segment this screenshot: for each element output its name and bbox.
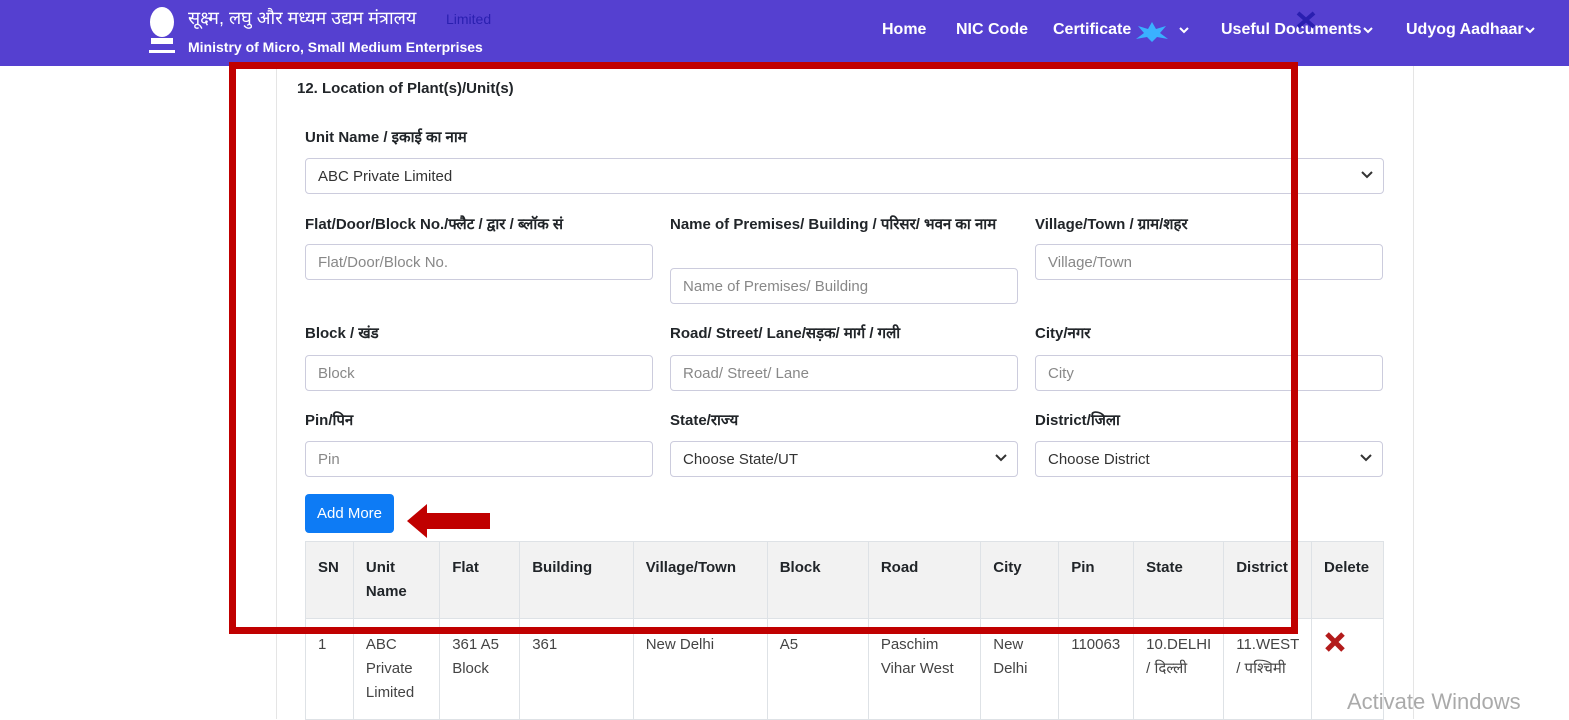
table-cell: 361 A5 Block (439, 618, 521, 720)
column-header: SN (305, 541, 354, 619)
field-label: Flat/Door/Block No./फ्लैट / द्वार / ब्लॉ… (305, 216, 564, 233)
column-header: Block (766, 541, 869, 619)
nav-link[interactable]: Home (882, 21, 927, 38)
new-badge (1136, 22, 1168, 42)
close-icon (1296, 11, 1316, 29)
field-label: City/नगर (1035, 325, 1091, 342)
field-label: Name of Premises/ Building / परिसर/ भवन … (670, 216, 997, 233)
text-input[interactable]: Flat/Door/Block No. (305, 244, 653, 280)
text-input[interactable]: Name of Premises/ Building (670, 268, 1018, 304)
unit-select[interactable]: ABC Private Limited (305, 158, 1384, 194)
header: सूक्ष्म, लघु और मध्यम उद्यम मंत्रालय Lim… (0, 0, 1569, 66)
column-header: State (1133, 541, 1225, 619)
text-input[interactable]: Block (305, 355, 653, 391)
arrow (407, 504, 490, 538)
select-value: ABC Private Limited (318, 168, 453, 185)
placeholder: Road/ Street/ Lane (683, 365, 809, 382)
field-label: Road/ Street/ Lane/सड़क/ मार्ग / गली (670, 325, 901, 342)
text-input[interactable]: Village/Town (1035, 244, 1383, 280)
field-label: District/जिला (1035, 412, 1120, 429)
column-header: Flat (439, 541, 521, 619)
units-table: SN Unit Name Flat Building Village/Town Block… (305, 541, 1384, 720)
table-cell: New Delhi (980, 618, 1060, 720)
delete-cell (1311, 618, 1384, 720)
ghost-text: Limited (446, 11, 492, 27)
placeholder: Name of Premises/ Building (683, 278, 869, 295)
select[interactable]: Choose District (1035, 441, 1383, 477)
select-value: Choose State/UT (683, 451, 799, 468)
placeholder: Block (318, 365, 355, 382)
add-more-button[interactable]: Add More (305, 494, 394, 533)
column-header: Building (519, 541, 634, 619)
table-cell: 10.DELHI / दिल्ली (1133, 618, 1225, 720)
watermark: Activate Windows (1347, 689, 1521, 714)
placeholder: Flat/Door/Block No. (318, 254, 449, 271)
chevrons (1179, 27, 1373, 34)
delete-icon[interactable] (1324, 631, 1346, 653)
logo-english: Ministry of Micro, Small Medium Enterpri… (188, 39, 483, 55)
field-label: State/राज्य (670, 412, 739, 429)
select-value: Choose District (1048, 451, 1150, 468)
nav-link[interactable]: NIC Code (956, 21, 1028, 38)
table-cell: 110063 (1058, 618, 1135, 720)
highlight-box (229, 62, 1298, 634)
table-cell: ABC Private Limited (352, 618, 441, 720)
section-title: 12. Location of Plant(s)/Unit(s) (297, 80, 514, 97)
column-header: Pin (1058, 541, 1135, 619)
field-label: Unit Name / इकाई का नाम (305, 129, 467, 146)
field-label: Block / खंड (305, 325, 379, 342)
column-header: City (980, 541, 1060, 619)
nav-link[interactable]: Certificate (1053, 21, 1132, 38)
text-input[interactable]: City (1035, 355, 1383, 391)
table-cell: 11.WEST / पश्चिमी (1223, 618, 1313, 720)
chevron (1525, 27, 1535, 34)
column-header: Village/Town (632, 541, 768, 619)
nav-link[interactable]: Udyog Aadhaar (1406, 21, 1524, 38)
field-label: Village/Town / ग्राम/शहर (1035, 216, 1188, 233)
field-label: Pin/पिन (305, 412, 354, 429)
column-header: Unit Name (352, 541, 441, 619)
column-header: Delete (1311, 541, 1384, 619)
nav-link[interactable]: Useful Documents (1221, 21, 1362, 38)
text-input[interactable]: Pin (305, 441, 653, 477)
emblem (149, 7, 175, 53)
placeholder: Village/Town (1048, 254, 1132, 271)
text-input[interactable]: Road/ Street/ Lane (670, 355, 1018, 391)
placeholder: City (1048, 365, 1074, 382)
table-cell: A5 (766, 618, 869, 720)
panel (276, 66, 1414, 719)
logo-hindi: सूक्ष्म, लघु और मध्यम उद्यम मंत्रालय (188, 8, 417, 28)
column-header: Road (867, 541, 982, 619)
select[interactable]: Choose State/UT (670, 441, 1018, 477)
table-cell: Paschim Vihar West (867, 618, 982, 720)
table-row: 1 ABC Private Limited 361 A5 Block 361 New D… (305, 618, 1384, 720)
placeholder: Pin (318, 451, 340, 468)
